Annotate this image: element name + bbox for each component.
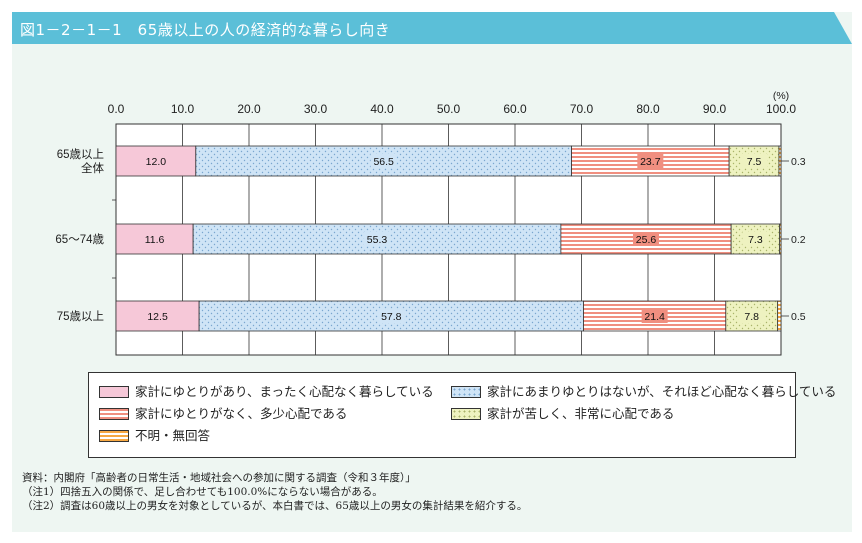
x-tick-label: 60.0 (503, 102, 527, 116)
value-label: 55.3 (367, 234, 388, 246)
value-label-box (633, 232, 660, 246)
unit-label: (%) (773, 90, 789, 102)
footnote-2: （注2）調査は60歳以上の男女を対象としているが、本白書では、65歳以上の男女の… (22, 500, 528, 512)
plot-area: 0.0 10.0 20.0 30.0 40.0 50.0 60.0 70.0 80.0 90.0 1… (55, 90, 806, 356)
category-label: 65歳以上 (57, 148, 104, 161)
legend-swatch-5 (99, 430, 129, 442)
x-tick-label: 70.0 (570, 102, 594, 116)
value-label-outside: 0.3 (791, 156, 806, 168)
value-label: 56.5 (373, 156, 394, 168)
x-tick-label: 10.0 (171, 102, 195, 116)
x-tick-label: 50.0 (437, 102, 461, 116)
value-label: 7.5 (747, 156, 762, 168)
bar-segment (779, 223, 782, 255)
figure-title: 図1－2－1－1 65歳以上の人の経済的な暮らし向き (20, 21, 391, 39)
legend-label-5: 不明・無回答 (135, 428, 211, 443)
value-label: 21.4 (644, 311, 665, 323)
category-label: 全体 (81, 161, 104, 175)
value-label: 7.3 (748, 234, 763, 246)
bar-segment (777, 300, 782, 332)
x-tick-label: 0.0 (108, 102, 125, 116)
bar-segment (778, 145, 782, 177)
legend-swatch-3 (99, 408, 129, 420)
value-label-box (370, 154, 397, 168)
legend-item-2: 家計にあまりゆとりはないが、それほど心配なく暮らしている (451, 381, 836, 400)
header-band (12, 12, 852, 44)
figure-header (12, 12, 852, 44)
value-label-box (738, 309, 765, 323)
legend-swatch-2 (451, 386, 481, 398)
value-label-box (378, 309, 405, 323)
legend-swatch-1 (99, 386, 129, 398)
value-label-box (641, 309, 668, 323)
value-label: 11.6 (145, 234, 165, 246)
legend: 家計にゆとりがあり、まったく心配なく暮らしている 家計にあまりゆとりはないが、そ… (88, 372, 836, 458)
x-tick-label: 80.0 (636, 102, 660, 116)
source-note: 資料：内閣府「高齢者の日常生活・地域社会への参加に関する調査（令和３年度）」 (22, 472, 416, 484)
value-label-box (637, 154, 664, 168)
legend-swatch-4 (451, 408, 481, 420)
x-tick-label: 90.0 (703, 102, 727, 116)
x-tick-label: 20.0 (237, 102, 261, 116)
legend-item-5: 不明・無回答 (99, 425, 210, 444)
value-label: 12.5 (147, 311, 168, 323)
category-label: 65～74歳 (55, 233, 104, 246)
value-label-box (141, 232, 168, 246)
value-label-box (142, 154, 169, 168)
legend-item-1: 家計にゆとりがあり、まったく心配なく暮らしている (99, 381, 434, 400)
legend-label-4: 家計が苦しく、非常に心配である (487, 406, 675, 421)
value-label: 57.8 (381, 311, 402, 323)
value-label: 7.8 (744, 311, 759, 323)
legend-label-3: 家計にゆとりがなく、多少心配である (135, 406, 348, 421)
x-tick-label: 30.0 (304, 102, 328, 116)
legend-item-3: 家計にゆとりがなく、多少心配である (99, 403, 347, 422)
legend-label-2: 家計にあまりゆとりはないが、それほど心配なく暮らしている (487, 384, 837, 399)
x-tick-label: 100.0 (766, 102, 796, 116)
category-label: 75歳以上 (57, 310, 104, 323)
value-label-box (364, 232, 391, 246)
value-label: 12.0 (146, 156, 167, 168)
value-label-box (741, 154, 768, 168)
legend-item-4: 家計が苦しく、非常に心配である (451, 403, 674, 422)
value-label-box (144, 309, 171, 323)
legend-label-1: 家計にゆとりがあり、まったく心配なく暮らしている (135, 384, 434, 399)
footnote-1: （注1）四捨五入の関係で、足し合わせても100.0%にならない場合がある。 (22, 486, 383, 498)
value-label-outside: 0.5 (791, 311, 806, 323)
x-tick-label: 40.0 (370, 102, 394, 116)
value-label-box (742, 232, 769, 246)
value-label: 25.6 (636, 234, 657, 246)
value-label-outside: 0.2 (791, 234, 806, 246)
value-label: 23.7 (640, 156, 661, 168)
